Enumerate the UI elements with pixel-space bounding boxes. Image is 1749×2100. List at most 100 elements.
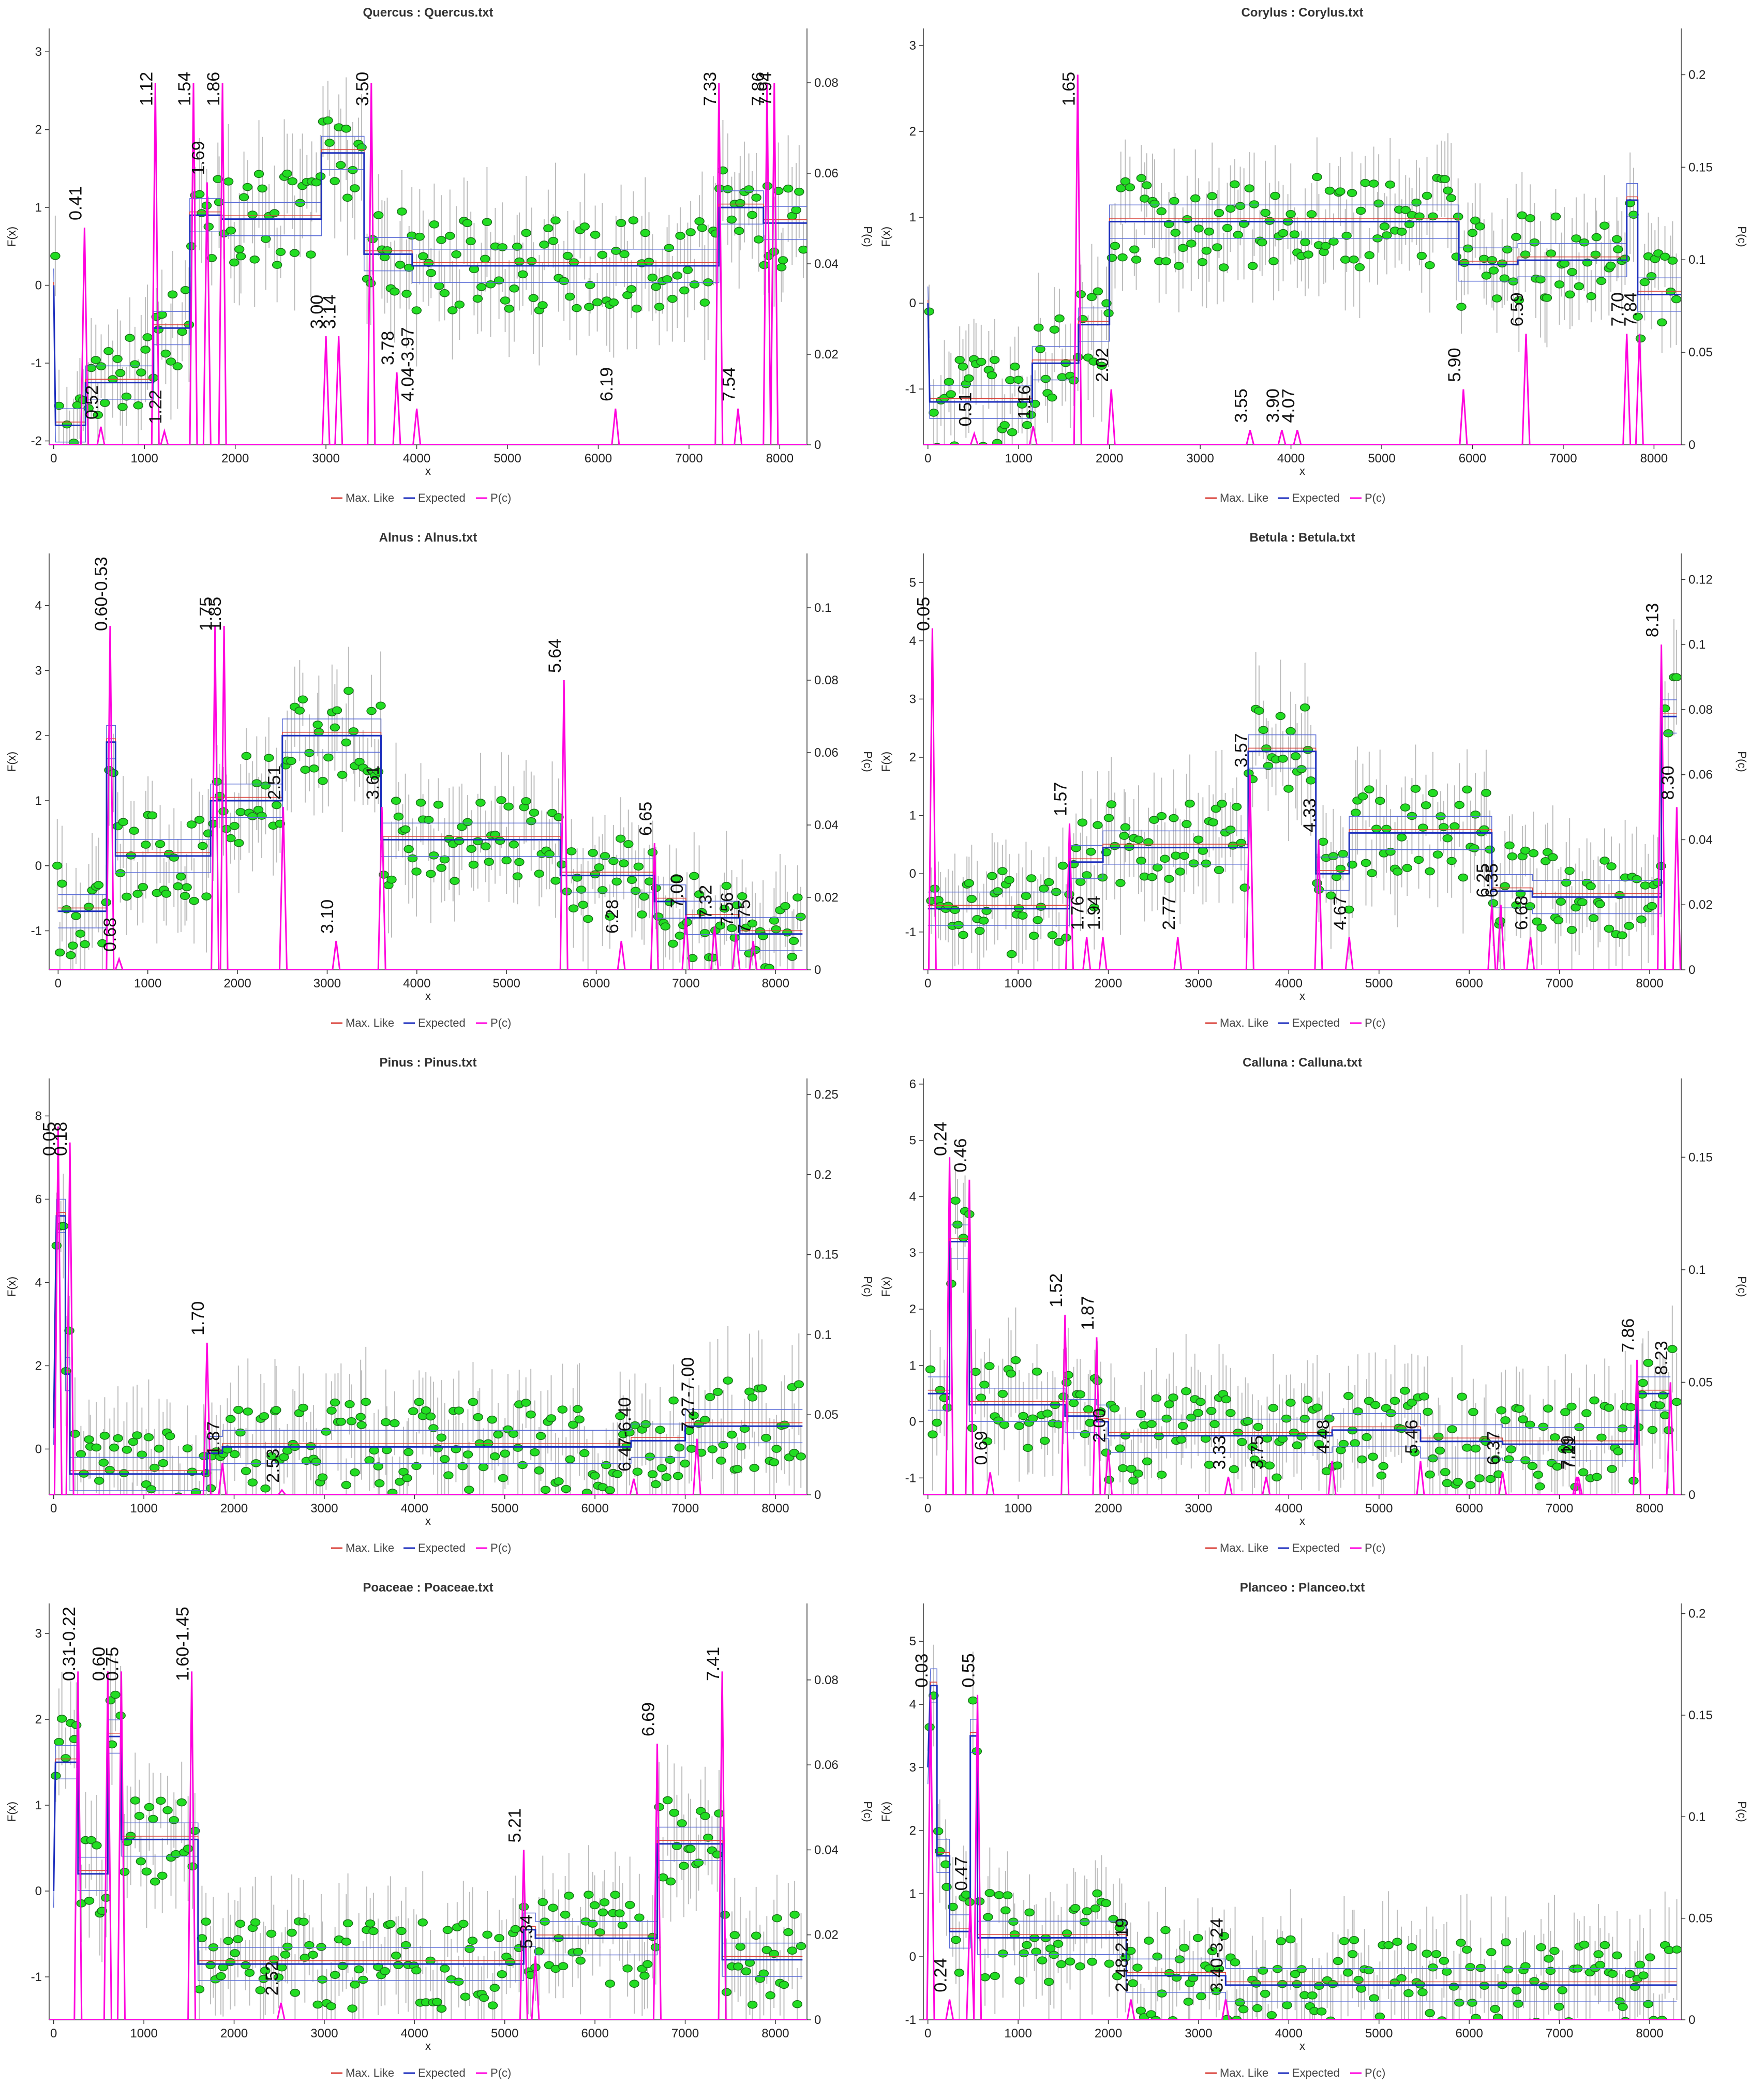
data-point bbox=[128, 1437, 139, 1446]
data-point bbox=[1193, 1408, 1203, 1417]
data-point bbox=[253, 170, 264, 178]
data-point bbox=[1592, 1473, 1602, 1481]
data-point bbox=[1075, 290, 1086, 298]
data-point bbox=[1356, 1985, 1367, 1993]
data-point bbox=[628, 216, 639, 224]
data-point bbox=[1400, 803, 1411, 812]
data-point bbox=[52, 861, 63, 870]
y2-tick-label: 0.15 bbox=[1688, 160, 1713, 174]
data-point bbox=[138, 883, 148, 891]
data-point bbox=[312, 721, 323, 729]
legend-label: P(c) bbox=[490, 1016, 511, 1029]
data-point bbox=[665, 1456, 676, 1464]
y2-tick-label: 0.05 bbox=[814, 1408, 839, 1422]
y2-tick-label: 0.2 bbox=[814, 1168, 831, 1182]
changepoint-label: 3.50 bbox=[353, 72, 372, 106]
data-point bbox=[547, 808, 558, 817]
data-point bbox=[1233, 231, 1243, 239]
data-point bbox=[582, 914, 593, 923]
data-point bbox=[1243, 1417, 1253, 1426]
x-tick-label: 7000 bbox=[1549, 452, 1577, 466]
data-point bbox=[1254, 707, 1264, 715]
data-point bbox=[445, 232, 455, 240]
data-point bbox=[203, 222, 214, 231]
x-tick-label: 4000 bbox=[1275, 977, 1303, 991]
data-point bbox=[1169, 814, 1179, 822]
data-point bbox=[1211, 1987, 1221, 1996]
data-point bbox=[1581, 1409, 1592, 1418]
data-point bbox=[528, 294, 539, 302]
data-point bbox=[1196, 1992, 1206, 2001]
data-point bbox=[1467, 1999, 1477, 2007]
data-point bbox=[330, 723, 340, 732]
x-tick-label: 0 bbox=[50, 1502, 57, 1516]
legend-label: P(c) bbox=[1365, 1541, 1385, 1554]
data-point bbox=[421, 1406, 431, 1415]
data-point bbox=[1204, 227, 1215, 236]
x-tick-label: 0 bbox=[924, 2027, 931, 2041]
data-point bbox=[1063, 1371, 1073, 1379]
data-point bbox=[543, 224, 554, 233]
data-point bbox=[747, 2001, 758, 2009]
expected-line bbox=[927, 1685, 1677, 1986]
data-point bbox=[1195, 1398, 1206, 1406]
data-point bbox=[175, 1508, 185, 1515]
y-tick-label: 3 bbox=[35, 45, 42, 59]
data-point bbox=[1453, 1478, 1463, 1486]
chart-panel-7: Poaceae : Poaceae.txt 0 1000 2000 3000 4000 50… bbox=[0, 1575, 874, 2100]
changepoint-label: 6.37 bbox=[1484, 1431, 1504, 1465]
data-point bbox=[132, 1431, 142, 1439]
data-point bbox=[1328, 237, 1339, 246]
data-point bbox=[1469, 844, 1479, 852]
data-point bbox=[998, 1949, 1008, 1958]
data-point bbox=[686, 1445, 697, 1453]
data-point bbox=[1611, 235, 1622, 244]
max-like-line bbox=[927, 1682, 1677, 1983]
data-point bbox=[964, 879, 975, 888]
x-tick-label: 1000 bbox=[130, 1502, 157, 1516]
data-point bbox=[257, 184, 267, 193]
data-point bbox=[1120, 177, 1131, 186]
data-point bbox=[952, 1220, 963, 1229]
changepoint-label: 3.57 bbox=[1231, 733, 1251, 767]
data-point bbox=[201, 892, 212, 901]
legend-label: Expected bbox=[1292, 1541, 1340, 1554]
data-point bbox=[772, 1914, 782, 1923]
data-point bbox=[1532, 917, 1542, 926]
changepoint-label: 8.13 bbox=[1643, 603, 1663, 637]
data-point bbox=[1364, 251, 1374, 260]
x-tick-label: 1000 bbox=[1004, 2027, 1032, 2041]
data-point bbox=[466, 845, 476, 853]
data-point bbox=[1296, 1432, 1307, 1441]
y-axis-label: F(x) bbox=[879, 227, 892, 247]
x-tick-label: 6000 bbox=[582, 977, 610, 991]
data-point bbox=[680, 1459, 690, 1468]
data-point bbox=[1096, 362, 1107, 370]
data-point bbox=[655, 1426, 665, 1434]
chart-panel-6: Calluna : Calluna.txt 0 1000 2000 3000 4000 50… bbox=[874, 1050, 1748, 1575]
x-tick-label: 1000 bbox=[131, 452, 158, 466]
data-point bbox=[669, 1808, 680, 1817]
data-point bbox=[1396, 1974, 1407, 1983]
data-point bbox=[1132, 1963, 1143, 1972]
data-point bbox=[1468, 1408, 1478, 1416]
data-point bbox=[373, 211, 384, 219]
data-point bbox=[561, 1484, 571, 1493]
changepoint-label: 7.54 bbox=[720, 367, 739, 401]
data-point bbox=[1660, 1411, 1670, 1420]
data-point bbox=[1402, 2019, 1407, 2020]
data-point bbox=[119, 1868, 130, 1876]
data-point bbox=[241, 1467, 251, 1475]
data-point bbox=[1357, 1455, 1367, 1464]
data-point bbox=[143, 1433, 154, 1442]
data-point bbox=[393, 1961, 403, 1969]
data-point bbox=[160, 349, 171, 358]
data-point bbox=[793, 893, 803, 902]
data-point bbox=[407, 854, 418, 863]
changepoint-label: 7.21 bbox=[1560, 1435, 1579, 1469]
x-tick-label: 1000 bbox=[1004, 977, 1032, 991]
data-point bbox=[1270, 191, 1280, 200]
changepoint-label: 6.59 bbox=[1507, 292, 1527, 326]
x-tick-label: 4000 bbox=[1275, 1502, 1303, 1516]
data-point bbox=[1056, 1960, 1067, 1969]
